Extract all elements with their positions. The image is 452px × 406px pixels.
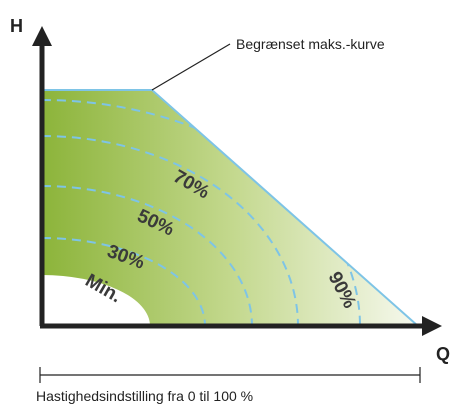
range-label: Hastighedsindstilling fra 0 til 100 % [36, 388, 253, 404]
leader-line [151, 43, 231, 91]
curve-70 [42, 135, 299, 326]
q-label: Q [436, 344, 450, 364]
curve-90 [42, 99, 361, 326]
curve-50 [42, 185, 253, 326]
range-bracket [39, 367, 421, 383]
max-curve-label: Begrænset maks.-kurve [236, 36, 385, 52]
speed-curves [42, 99, 361, 326]
q-arrow [422, 316, 442, 336]
h-label: H [10, 16, 23, 36]
curve-30 [42, 237, 206, 326]
h-arrow [32, 26, 52, 46]
